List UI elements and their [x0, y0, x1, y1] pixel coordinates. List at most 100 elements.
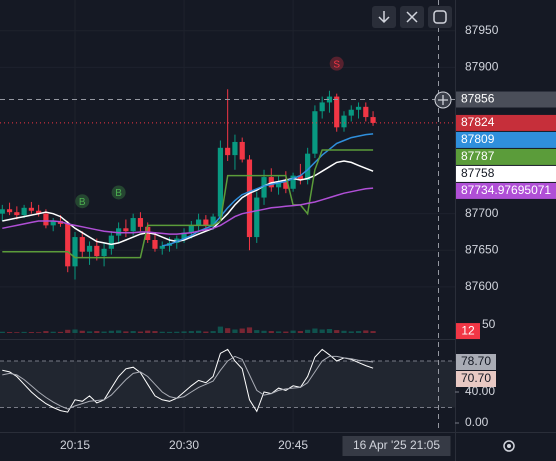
candle-body [326, 96, 333, 103]
candle-body [50, 220, 56, 226]
volume-bar [326, 329, 333, 333]
maximize-button[interactable] [428, 6, 452, 28]
indicator-line [2, 160, 374, 246]
signal-label: S [333, 59, 340, 70]
indicator-line [2, 149, 374, 259]
volume-bar [232, 329, 238, 333]
volume-badge [456, 323, 480, 340]
candle-body [28, 207, 34, 211]
volume-bar [297, 331, 303, 333]
volume-bar [108, 330, 114, 333]
candle-body [36, 210, 42, 214]
candle-body [341, 115, 347, 128]
volume-bar [217, 326, 223, 333]
volume-bar [181, 331, 187, 333]
candle-body [101, 248, 107, 257]
volume-bar [261, 330, 267, 333]
value-label: 78.70 [461, 354, 491, 368]
volume-bar [130, 331, 136, 333]
volume-bar [246, 327, 253, 333]
scroll-down-button[interactable] [372, 6, 396, 28]
volume-bar [268, 331, 274, 333]
y-tick-label: 87600 [465, 279, 499, 293]
signal-marker [111, 185, 126, 200]
candle-body [72, 237, 78, 267]
volume-bar [123, 331, 129, 333]
indicator-value-label: 87809 [461, 132, 495, 146]
volume-bar [319, 329, 325, 333]
candle-body [195, 219, 202, 226]
volume-bar [341, 330, 347, 333]
candle-body [181, 232, 187, 239]
volume-bar [6, 332, 13, 333]
volume-bar [239, 328, 245, 333]
signal-label: B [79, 197, 86, 208]
candle-body [290, 175, 296, 189]
volume-bar [312, 328, 318, 333]
volume-bar [43, 331, 49, 333]
candle-body [246, 159, 253, 238]
volume-bar [174, 331, 180, 333]
candle-body [14, 212, 20, 216]
close-button[interactable] [400, 6, 424, 28]
volume-bar [283, 331, 289, 333]
candle-body [239, 141, 245, 160]
candle-body [254, 197, 260, 238]
candle-body [0, 209, 5, 214]
volume-bar [290, 330, 296, 333]
candle-body [188, 225, 194, 233]
candle-body [152, 240, 158, 249]
value-label: 70.70 [461, 371, 491, 385]
volume-bar [210, 331, 216, 333]
candle-body [232, 141, 238, 156]
candle-body [43, 213, 49, 226]
candle-body [159, 245, 165, 249]
candle-body [130, 218, 136, 232]
volume-bar [50, 331, 56, 333]
crosshair-time-label: 16 Apr '25 21:05 [353, 438, 440, 452]
last-price-label: 87824 [461, 115, 495, 129]
candle-body [355, 106, 362, 110]
volume-bar [225, 328, 231, 333]
candle-body [217, 147, 223, 217]
volume-bar [101, 331, 107, 333]
x-tick-label: 20:30 [169, 438, 199, 452]
signal-label: B [115, 188, 122, 199]
price-badge [456, 131, 556, 148]
signal-marker [75, 194, 90, 209]
candle-body [203, 219, 209, 226]
volume-bar [166, 331, 173, 333]
indicator-value-label: 87758 [461, 166, 495, 180]
volume-bar [86, 331, 93, 333]
crosshair-price-label: 87856 [461, 92, 495, 106]
volume-bar [72, 329, 78, 333]
indicator-line [2, 355, 374, 410]
candle-body [79, 237, 85, 252]
volume-bar [355, 331, 362, 333]
volume-bar [137, 331, 144, 333]
candle-body [86, 245, 93, 252]
volume-bar [363, 330, 369, 333]
volume-bar [348, 331, 354, 333]
candle-body [137, 218, 144, 227]
price-badge [456, 148, 556, 165]
candle-body [319, 102, 325, 112]
indicator-value-label: 87787 [461, 149, 495, 163]
y-tick-label: 50 [482, 317, 496, 331]
candle-body [297, 175, 303, 180]
volume-bar [254, 330, 260, 333]
add-alert-button[interactable] [434, 91, 452, 109]
price-badge [456, 165, 556, 182]
volume-bar [370, 331, 376, 333]
y-tick-label: 87950 [465, 23, 499, 37]
candle-body [312, 111, 318, 154]
candle-body [6, 209, 13, 213]
volume-bar [275, 331, 282, 333]
volume-bar [21, 331, 27, 333]
volume-bar [65, 329, 71, 333]
indicator-value-label: 87734.97695071 [461, 183, 551, 197]
settings-button[interactable] [503, 440, 515, 452]
volume-bar [116, 330, 122, 333]
price-badge [456, 182, 556, 199]
